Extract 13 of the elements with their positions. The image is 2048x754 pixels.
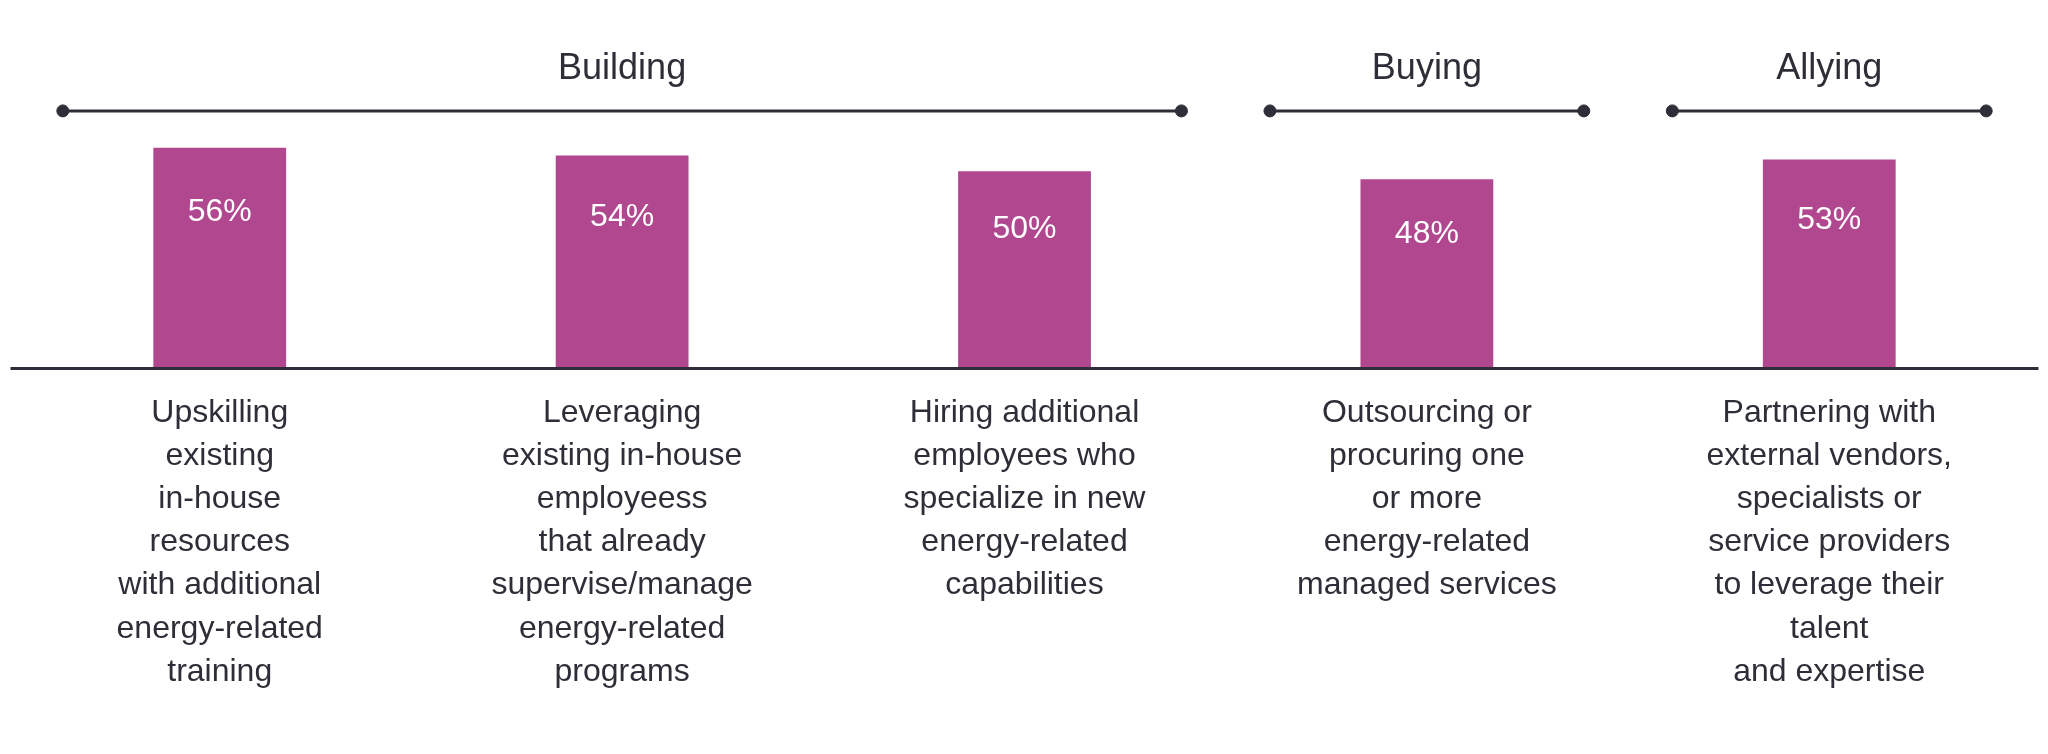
x-tick-label: Upskilling existing in-house resources with additional energy-related training [116,392,323,688]
text: Building [558,46,687,88]
x-tick-label: Partnering with external vendors, specialists or service providers to leverage their talent and expertise [1706,392,1952,688]
data-label: 56% [187,191,252,228]
x-tick-label: Hiring additional employees who specialize in new energy-related capabilities [903,392,1147,602]
text: Buying [1371,46,1482,88]
x-tick-label: Leveraging existing in-house employeess that already supervise/manage energy-related programs [491,392,753,688]
data-label: 53% [1797,200,1862,237]
data-label: 48% [1394,214,1459,251]
text: Allying [1776,46,1883,88]
x-tick-label: Outsourcing or procuring one or more energy-related managed services [1297,392,1557,602]
data-label: 50% [992,208,1057,245]
data-label: 54% [590,197,655,234]
